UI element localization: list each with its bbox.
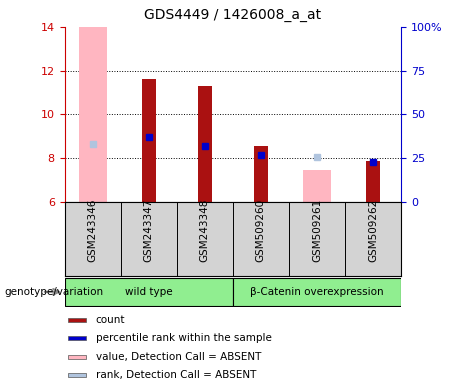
Text: wild type: wild type bbox=[125, 287, 172, 297]
FancyBboxPatch shape bbox=[233, 278, 401, 306]
Bar bbox=[303, 170, 331, 202]
Title: GDS4449 / 1426008_a_at: GDS4449 / 1426008_a_at bbox=[144, 8, 321, 22]
Bar bbox=[78, 27, 106, 202]
Bar bbox=[254, 146, 268, 202]
Text: value, Detection Call = ABSENT: value, Detection Call = ABSENT bbox=[95, 352, 261, 362]
Text: β-Catenin overexpression: β-Catenin overexpression bbox=[250, 287, 384, 297]
Bar bbox=[68, 373, 86, 377]
Text: percentile rank within the sample: percentile rank within the sample bbox=[95, 333, 272, 343]
Text: rank, Detection Call = ABSENT: rank, Detection Call = ABSENT bbox=[95, 370, 256, 380]
Bar bbox=[68, 355, 86, 359]
Bar bbox=[198, 86, 212, 202]
Bar bbox=[142, 79, 156, 202]
Bar bbox=[68, 336, 86, 340]
Text: genotype/variation: genotype/variation bbox=[5, 287, 104, 297]
Bar bbox=[68, 318, 86, 322]
Text: count: count bbox=[95, 315, 125, 325]
Bar bbox=[366, 161, 380, 202]
FancyBboxPatch shape bbox=[65, 278, 233, 306]
